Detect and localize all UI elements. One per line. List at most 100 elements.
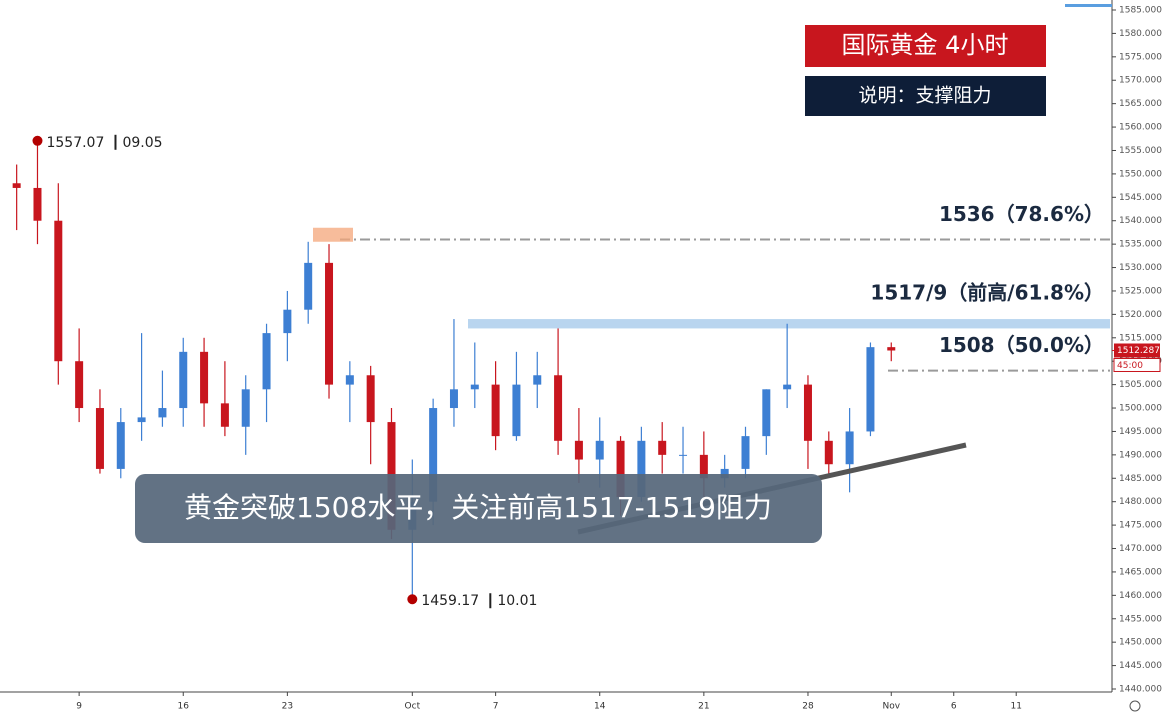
candle-body: [75, 361, 84, 409]
candle-body: [241, 389, 250, 427]
candle-body: [325, 262, 334, 385]
candle-body: [762, 389, 771, 437]
resistance-band: [468, 319, 1110, 329]
candle-body: [283, 309, 292, 334]
candle-body: [658, 440, 667, 455]
y-tick-label: 1440.000: [1119, 685, 1162, 695]
candle-body: [470, 384, 479, 390]
caption-box: [135, 474, 822, 543]
candle-body: [304, 262, 313, 310]
candle-body: [429, 408, 438, 502]
candle-body: [783, 384, 792, 390]
candle-body: [741, 436, 750, 469]
y-tick-label: 1525.000: [1119, 286, 1162, 296]
candle-body: [200, 351, 209, 404]
y-tick-label: 1565.000: [1119, 99, 1162, 109]
marker-date: 09.05: [122, 135, 162, 151]
y-tick-label: 1515.000: [1119, 333, 1162, 343]
chart-title: 国际黄金 4小时: [842, 31, 1009, 59]
candle-body: [137, 417, 146, 423]
candle-body: [824, 440, 833, 465]
y-tick-label: 1520.000: [1119, 310, 1162, 320]
marker-date: 10.01: [497, 593, 537, 609]
x-tick-label: 21: [698, 702, 709, 712]
candle-body: [720, 468, 729, 479]
x-tick-label: 9: [76, 702, 82, 712]
candle-body: [54, 220, 63, 362]
x-tick-label: Nov: [882, 702, 900, 712]
y-tick-label: 1500.000: [1119, 404, 1162, 414]
candle-body: [887, 347, 896, 351]
level-label: 1508（50.0%）: [939, 333, 1104, 357]
x-tick-label: Oct: [405, 702, 421, 712]
y-tick-label: 1490.000: [1119, 450, 1162, 460]
y-tick-label: 1465.000: [1119, 567, 1162, 577]
candle-body: [262, 333, 271, 390]
countdown-box: [1113, 357, 1161, 372]
highlight-box: [313, 227, 353, 242]
x-tick-label: 16: [178, 702, 190, 712]
y-tick-label: 1550.000: [1119, 169, 1162, 179]
y-tick-label: 1575.000: [1119, 52, 1162, 62]
y-tick-label: 1470.000: [1119, 544, 1162, 554]
y-tick-label: 1555.000: [1119, 146, 1162, 156]
candle-body: [179, 351, 188, 409]
candle-body: [33, 187, 42, 221]
y-tick-label: 1505.000: [1119, 380, 1162, 390]
caption: 黄金突破1508水平，关注前高1517-1519阻力: [184, 491, 772, 524]
candle-body: [12, 183, 21, 188]
title-box: [805, 25, 1046, 67]
extreme-marker: [407, 594, 418, 605]
y-tick-label: 1480.000: [1119, 497, 1162, 507]
y-tick-label: 1450.000: [1119, 638, 1162, 648]
candle-body: [220, 403, 229, 427]
candle-body: [533, 375, 542, 385]
y-tick-label: 1545.000: [1119, 193, 1162, 203]
last-price-label: 1512.287: [1117, 346, 1160, 356]
countdown-label: 45:00: [1117, 361, 1143, 371]
candle-body: [116, 422, 125, 469]
toolbar-mark: [1065, 4, 1112, 7]
candle-body: [345, 375, 354, 385]
candle-body: [616, 440, 625, 498]
y-tick-label: 1495.000: [1119, 427, 1162, 437]
candle-body: [803, 384, 812, 441]
band-label: 1517/9（前高/61.8%）: [870, 281, 1104, 305]
candle-body: [449, 389, 458, 409]
settings-icon[interactable]: [1129, 700, 1141, 712]
candle-body: [366, 375, 375, 423]
x-tick-label: 6: [951, 702, 957, 712]
marker-value: 1557.07: [46, 135, 104, 151]
candle-body: [158, 408, 167, 418]
candle-body: [574, 440, 583, 460]
y-tick-label: 1570.000: [1119, 76, 1162, 86]
y-tick-label: 1475.000: [1119, 521, 1162, 531]
x-tick-label: 11: [1010, 702, 1021, 712]
y-tick-label: 1460.000: [1119, 591, 1162, 601]
candle-body: [866, 347, 875, 432]
marker-value: 1459.17: [421, 593, 479, 609]
y-tick-label: 1445.000: [1119, 661, 1162, 671]
x-tick-label: 23: [282, 702, 293, 712]
y-tick-label: 1455.000: [1119, 614, 1162, 624]
candle-body: [637, 440, 646, 498]
last-price-box: [1114, 343, 1160, 358]
y-tick-label: 1540.000: [1119, 216, 1162, 226]
subtitle-box: [805, 76, 1046, 116]
x-tick-label: 7: [493, 702, 499, 712]
y-tick-label: 1485.000: [1119, 474, 1162, 484]
candle-body: [699, 454, 708, 479]
x-tick-label: 14: [594, 702, 606, 712]
candle-body: [679, 454, 688, 456]
y-tick-label: 1585.000: [1119, 6, 1162, 16]
y-tick-label: 1535.000: [1119, 240, 1162, 250]
y-tick-label: 1560.000: [1119, 123, 1162, 133]
candle-body: [595, 440, 604, 460]
candle-body: [554, 375, 563, 441]
candle-body: [845, 431, 854, 465]
y-tick-label: 1580.000: [1119, 29, 1162, 39]
level-label: 1536（78.6%）: [939, 202, 1104, 226]
y-tick-label: 1530.000: [1119, 263, 1162, 273]
x-tick-label: 28: [802, 702, 814, 712]
